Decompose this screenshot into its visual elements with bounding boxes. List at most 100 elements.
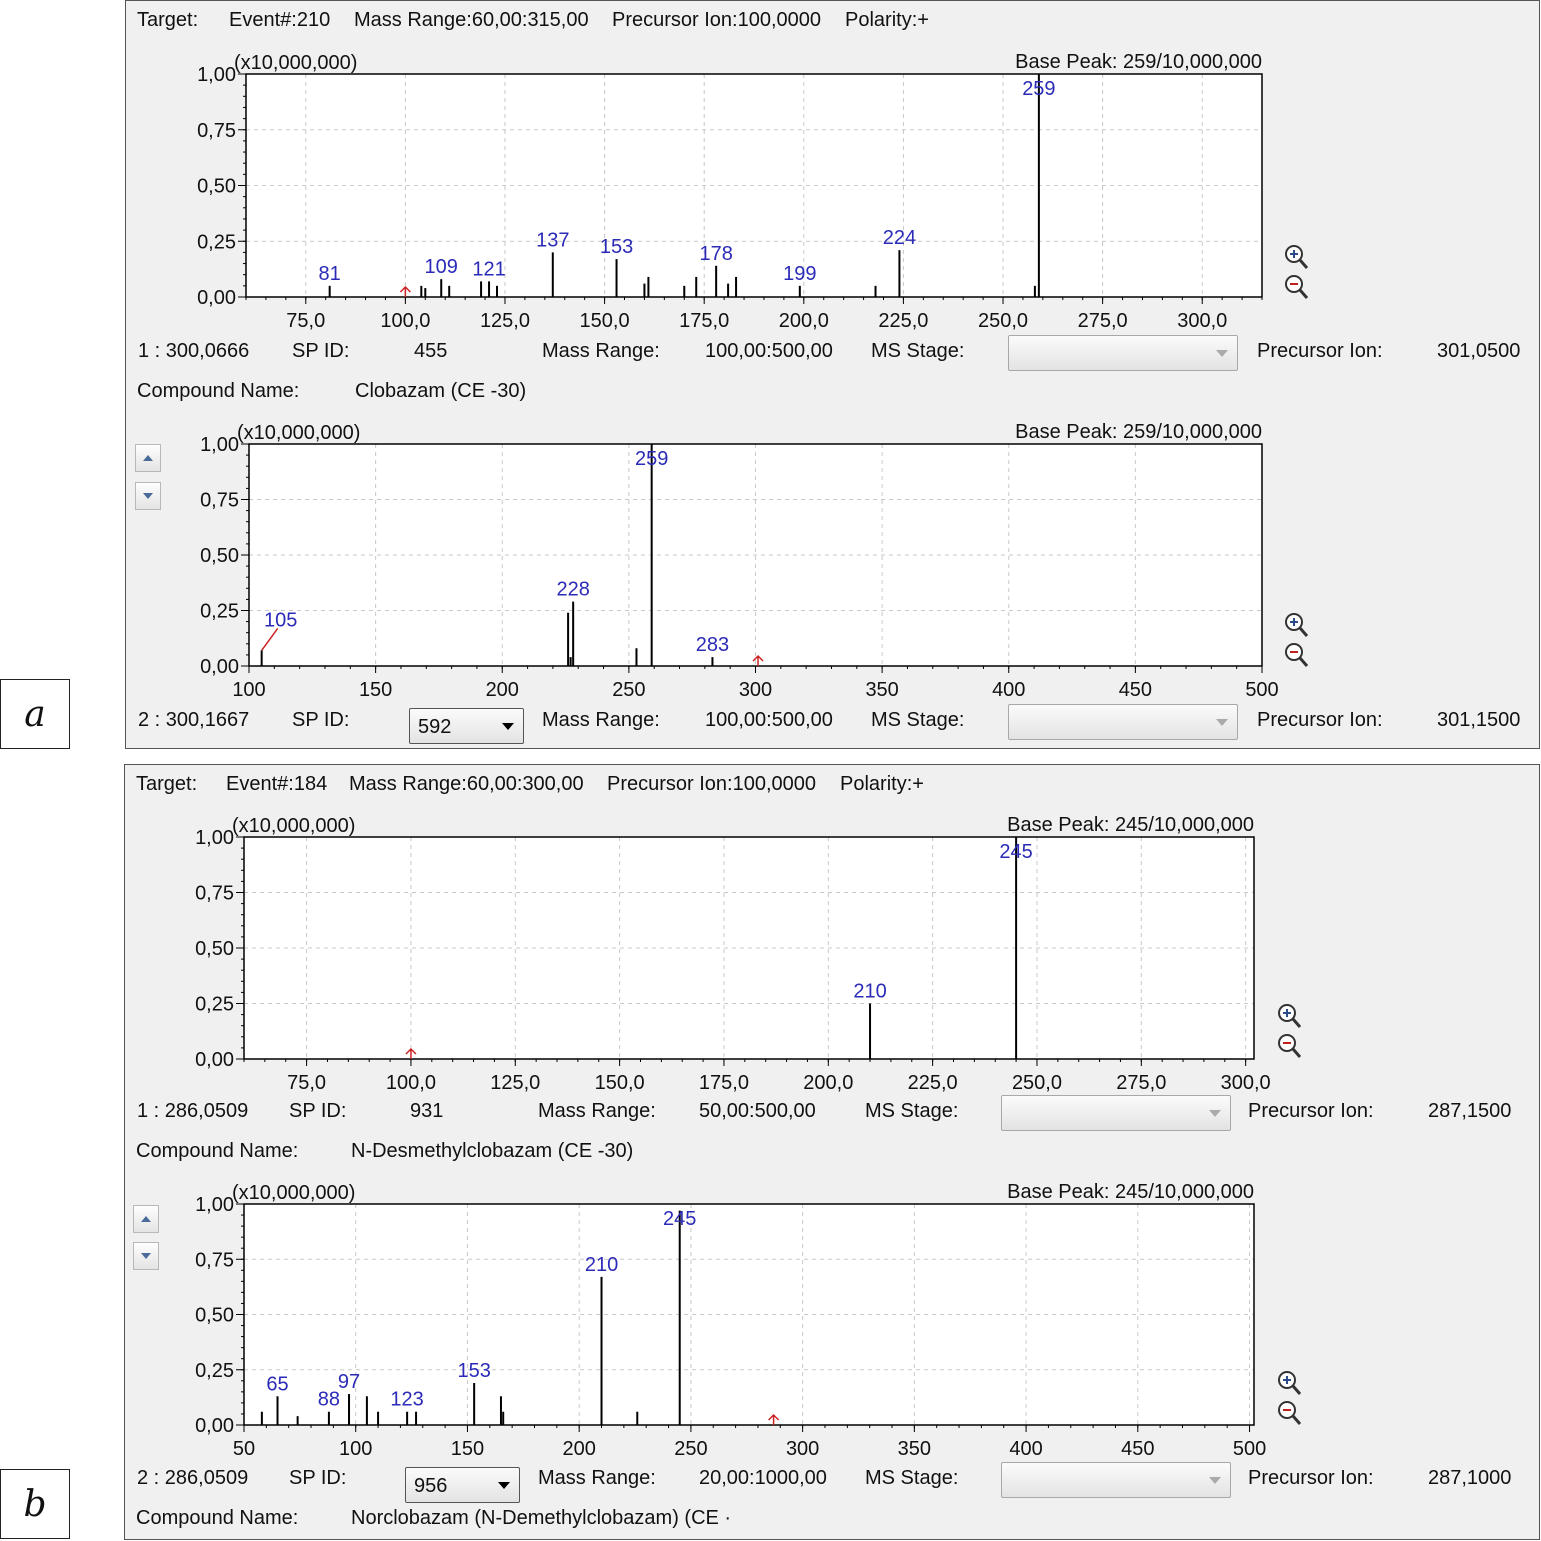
chevron-down-icon xyxy=(1209,1110,1221,1117)
zoom-out-icon[interactable] xyxy=(1282,273,1310,301)
peak-label: 123 xyxy=(390,1389,423,1411)
precursor-marker xyxy=(768,1413,780,1425)
ms-stage-select[interactable] xyxy=(1008,704,1238,740)
y-tick-label: 0,25 xyxy=(197,231,236,253)
y-tick-label: 0,00 xyxy=(195,1049,234,1071)
x-tick-label: 300,0 xyxy=(1177,310,1227,332)
zoom-in-icon[interactable] xyxy=(1275,1002,1303,1030)
y-tick-label: 1,00 xyxy=(197,64,236,86)
peak-label: 210 xyxy=(853,981,886,1003)
arrow-up-icon xyxy=(141,1216,151,1222)
peak-label: 153 xyxy=(600,236,633,258)
x-tick-label: 275,0 xyxy=(1078,310,1128,332)
y-tick-label: 0,25 xyxy=(195,1360,234,1382)
peak-label: 245 xyxy=(999,841,1032,863)
header-mass-range: Mass Range:60,00:300,00 xyxy=(349,773,584,795)
magnifier-minus-icon xyxy=(1278,1034,1302,1058)
x-tick-label: 350 xyxy=(898,1438,931,1460)
precursor-ion-label: Precursor Ion: xyxy=(1248,1467,1374,1489)
peak-label: 259 xyxy=(635,448,668,470)
scroll-down-button[interactable] xyxy=(133,1242,159,1270)
compound-name-label: Compound Name: xyxy=(137,380,300,402)
spid-label: SP ID: xyxy=(292,340,350,362)
peak-label: 97 xyxy=(338,1371,360,1393)
x-tick-label: 50 xyxy=(233,1438,255,1460)
y-tick-label: 0,75 xyxy=(200,490,239,512)
x-tick-label: 150 xyxy=(359,679,392,701)
chevron-down-icon xyxy=(498,1482,510,1489)
spectrum-2-index: 2 : 300,1667 xyxy=(138,709,250,731)
spectrum-chart-b2: 50 100 150 200 250 300 350 400 450 500 0,00 0,25 0,5… xyxy=(195,1181,1266,1460)
spid-label: SP ID: xyxy=(292,709,350,731)
peak-label: 153 xyxy=(457,1360,490,1382)
y-tick-label: 0,00 xyxy=(197,287,236,309)
scroll-up-button[interactable] xyxy=(133,1205,159,1233)
y-tick-label: 1,00 xyxy=(195,1194,234,1216)
x-tick-label: 200,0 xyxy=(803,1072,853,1094)
ms-stage-label: MS Stage: xyxy=(865,1467,959,1489)
scroll-up-button[interactable] xyxy=(135,444,161,472)
base-peak-label: Base Peak: 259/10,000,000 xyxy=(1015,51,1262,73)
peak-label: 283 xyxy=(696,634,729,656)
peak-label: 137 xyxy=(536,229,569,251)
x-tick-label: 225,0 xyxy=(908,1072,958,1094)
base-peak-label: Base Peak: 259/10,000,000 xyxy=(1015,421,1262,443)
ms-stage-select[interactable] xyxy=(1001,1462,1231,1498)
base-peak-label: Base Peak: 245/10,000,000 xyxy=(1007,814,1254,836)
spectrum-chart-a1: 75,0 100,0 125,0 150,0 175,0 200,0 225,0 250,0 2… xyxy=(197,51,1263,332)
panel-label-a-text: a xyxy=(24,693,46,735)
chevron-down-icon xyxy=(502,723,514,730)
magnifier-plus-icon xyxy=(1278,1371,1302,1395)
x-tick-label: 200,0 xyxy=(779,310,829,332)
ms-stage-select[interactable] xyxy=(1001,1095,1231,1131)
x-tick-label: 250 xyxy=(674,1438,707,1460)
arrow-down-icon xyxy=(143,493,153,499)
mass-range-value: 100,00:500,00 xyxy=(705,709,833,731)
scale-label: (x10,000,000) xyxy=(232,815,355,837)
plot-frame xyxy=(248,443,1263,667)
mass-range-label: Mass Range: xyxy=(538,1100,656,1122)
header-precursor-ion: Precursor Ion:100,0000 xyxy=(607,773,817,795)
magnifier-plus-icon xyxy=(1278,1004,1302,1028)
ms-stage-label: MS Stage: xyxy=(871,340,965,362)
arrow-down-icon xyxy=(141,1253,151,1259)
peak-label: 81 xyxy=(319,263,341,285)
y-tick-label: 0,50 xyxy=(197,176,236,198)
spid-value: 931 xyxy=(410,1100,444,1122)
zoom-out-icon[interactable] xyxy=(1282,641,1310,669)
zoom-in-icon[interactable] xyxy=(1275,1369,1303,1397)
ms-stage-select[interactable] xyxy=(1008,335,1238,371)
spectrum-1-index: 1 : 286,0509 xyxy=(137,1100,249,1122)
compound-name-value: Clobazam (CE -30) xyxy=(355,380,527,402)
zoom-out-icon[interactable] xyxy=(1275,1399,1303,1427)
peak-label: 109 xyxy=(425,256,458,278)
event-number: Event#:210 xyxy=(229,9,331,31)
peak-label: 245 xyxy=(663,1208,696,1230)
spid-select[interactable]: 592 xyxy=(409,708,524,744)
y-tick-label: 0,25 xyxy=(200,601,239,623)
zoom-in-icon[interactable] xyxy=(1282,611,1310,639)
x-tick-label: 150 xyxy=(451,1438,484,1460)
y-tick-label: 0,50 xyxy=(200,545,239,567)
spid-select[interactable]: 956 xyxy=(405,1467,520,1503)
zoom-out-icon[interactable] xyxy=(1275,1032,1303,1060)
magnifier-plus-icon xyxy=(1285,245,1309,269)
x-tick-label: 250,0 xyxy=(1012,1072,1062,1094)
peak-label: 199 xyxy=(783,263,816,285)
x-tick-label: 200 xyxy=(562,1438,595,1460)
chevron-down-icon xyxy=(1216,350,1228,357)
x-tick-label: 300 xyxy=(739,679,772,701)
peak-label: 259 xyxy=(1022,78,1055,100)
scroll-down-button[interactable] xyxy=(135,482,161,510)
event-number: Event#:184 xyxy=(226,773,328,795)
y-tick-label: 0,75 xyxy=(195,1249,234,1271)
x-tick-label: 100 xyxy=(339,1438,372,1460)
header-polarity: Polarity:+ xyxy=(845,9,929,31)
x-tick-label: 300 xyxy=(786,1438,819,1460)
plot-frame xyxy=(243,836,1255,1060)
x-tick-label: 300,0 xyxy=(1221,1072,1271,1094)
x-tick-label: 250 xyxy=(612,679,645,701)
y-tick-label: 0,25 xyxy=(195,994,234,1016)
zoom-in-icon[interactable] xyxy=(1282,243,1310,271)
chevron-down-icon xyxy=(1216,719,1228,726)
